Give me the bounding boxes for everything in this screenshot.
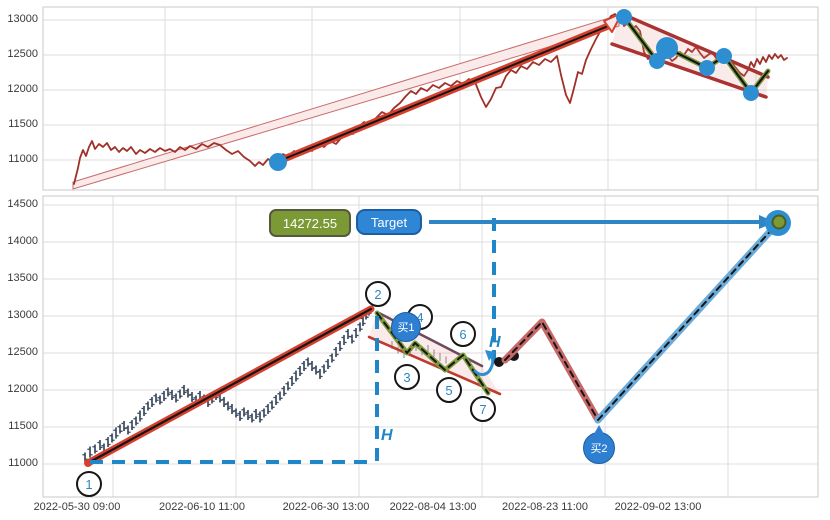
impulse-line-core [86,307,373,465]
top-y-tick: 11500 [8,118,38,130]
bottom-y-tick: 11500 [8,420,38,432]
pattern-point-3: 3 [394,364,420,390]
top-y-tick: 11000 [8,153,38,165]
flag-channel-lower [610,42,768,99]
bottom-y-tick: 14500 [7,198,38,210]
bull-flag-lower [367,335,502,396]
breakout-squiggle-arrowhead [485,350,495,361]
x-axis-tick: 2022-05-30 09:00 [33,501,121,513]
x-axis-tick: 2022-08-04 13:00 [389,501,477,513]
bottom-y-tick: 13500 [7,272,38,284]
buy2-marker[interactable]: 买2 [583,425,615,464]
bottom-y-tick: 12500 [7,346,38,358]
pattern-point-5: 5 [436,377,462,403]
flag-channel-upper [618,11,770,79]
target-path-core [597,224,777,421]
panel-border [42,6,819,191]
pattern-point-6: 6 [450,321,476,347]
bottom-y-tick: 13000 [7,309,38,321]
top-y-tick: 12500 [7,48,38,60]
x-axis-tick: 2022-06-30 13:00 [282,501,370,513]
trend-arrow-core [278,23,614,162]
pattern-point-1: 1 [76,471,102,497]
measured-target-price-badge[interactable]: 14272.55 [269,209,351,237]
x-axis-tick: 2022-08-23 11:00 [501,501,589,513]
bull-flag-zigzag-core [376,312,489,394]
target-dot-center [771,214,787,230]
target-badge[interactable]: Target [356,209,422,235]
pivot-dot[interactable] [743,85,759,101]
pivot-dot[interactable] [699,60,715,76]
measured-move-h-label-2: H [489,334,501,351]
x-axis-tick: 2022-06-10 11:00 [158,501,246,513]
pivot-dot[interactable] [716,48,732,64]
x-axis-tick: 2022-09-02 13:00 [614,501,702,513]
pattern-point-2: 2 [365,281,391,307]
entry-dot[interactable] [269,153,287,171]
pivot-dot[interactable] [656,37,678,59]
flag-channel-fill [612,13,768,97]
ascending-channel [72,14,620,190]
buy1-marker[interactable]: 买1 [391,312,421,342]
pullback-path-core [504,321,599,421]
top-y-tick: 13000 [7,13,38,25]
bottom-y-tick: 11000 [8,457,38,469]
bottom-y-tick: 12000 [7,383,38,395]
measured-move-h-label-1: H [381,427,393,444]
bottom-y-tick: 14000 [7,235,38,247]
pattern-point-7: 7 [470,396,496,422]
dumbbell-end [494,357,504,367]
top-y-tick: 12000 [7,83,38,95]
panel-border [42,195,819,498]
pivot-dot[interactable] [616,9,632,25]
